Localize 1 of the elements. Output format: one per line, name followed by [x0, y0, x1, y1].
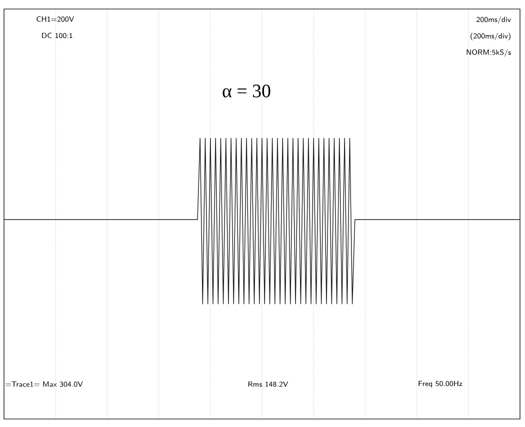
chart-title: α = 30	[222, 84, 270, 98]
